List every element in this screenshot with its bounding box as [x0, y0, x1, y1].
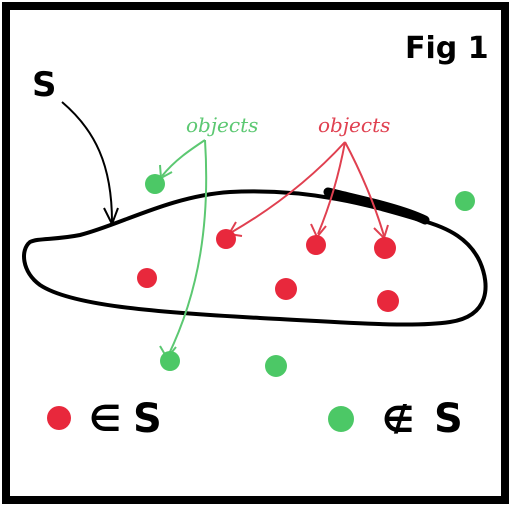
red-arrow-to-left-dot: [231, 141, 346, 233]
legend-nonmember-symbol: ∉: [382, 400, 414, 441]
red-object-dot: [374, 237, 396, 259]
red-arrow-to-middle-dot: [317, 141, 346, 235]
fig-label: Fig 1: [405, 31, 489, 66]
green-object-dot: [265, 355, 287, 377]
red-object-dot: [137, 268, 157, 288]
legend-member-symbol: ∈: [89, 399, 121, 440]
legend-member-set: S: [133, 396, 162, 442]
red-arrow-to-right-dot: [344, 141, 385, 237]
red-object-dot: [216, 229, 236, 249]
legend-nonmember-set: S: [434, 396, 463, 442]
red-object-dot: [275, 278, 297, 300]
set-label: S: [32, 65, 57, 105]
legend-red-dot: [47, 406, 71, 430]
objects-red-label: objects: [318, 113, 390, 137]
green-object-dot: [145, 174, 165, 194]
red-object-dot: [377, 290, 399, 312]
set-boundary: [22, 189, 488, 327]
objects-green-label: objects: [186, 113, 258, 137]
red-object-dot: [306, 235, 326, 255]
legend-green-dot: [328, 406, 354, 432]
set-boundary-thick-segment: [323, 187, 430, 225]
green-arrow-to-bottom-dot: [167, 139, 208, 357]
green-object-dot: [160, 351, 180, 371]
green-arrow-to-outside-dot: [161, 139, 206, 177]
set-label-arrow: [61, 101, 113, 223]
figure-frame: [2, 2, 509, 504]
green-object-dot: [455, 191, 475, 211]
